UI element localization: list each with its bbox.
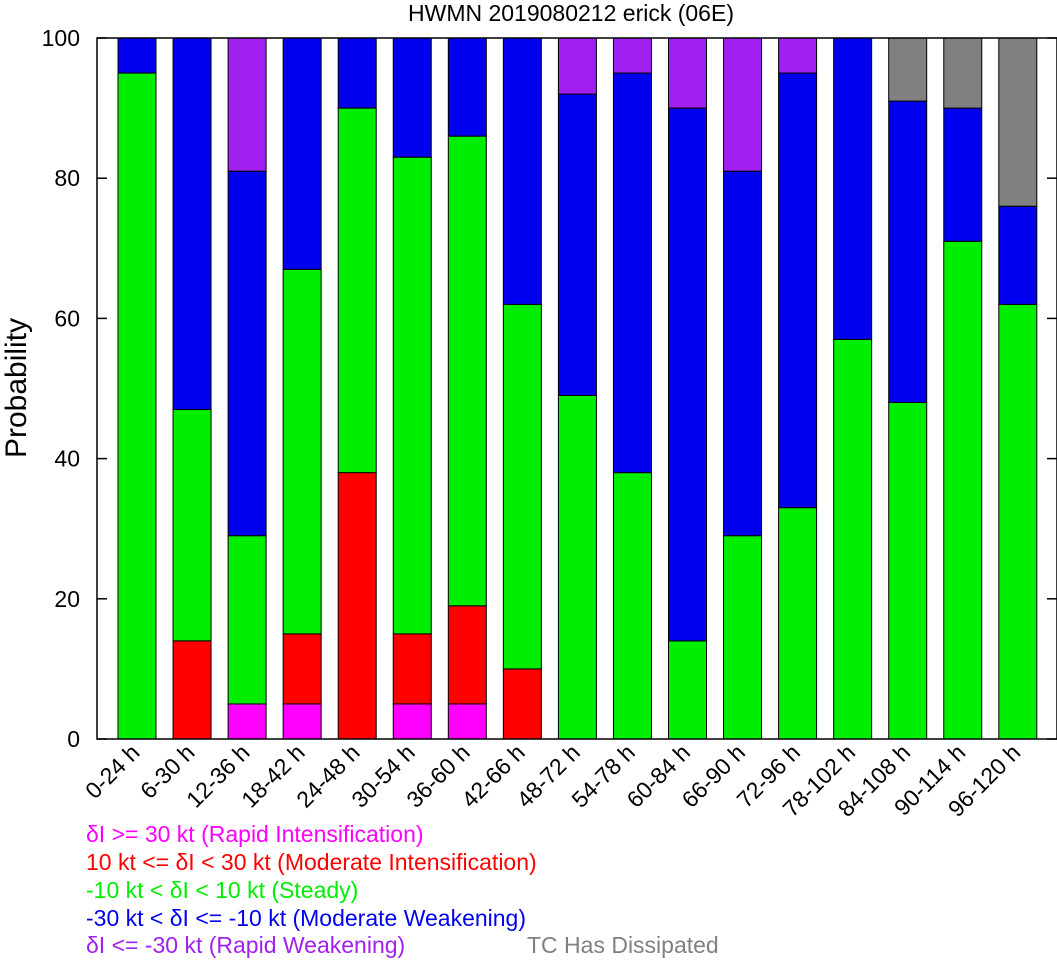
bar-steady-13 — [833, 338, 873, 740]
bar-steady-6 — [447, 135, 487, 607]
chart-title: HWMN 2019080212 erick (06E) — [408, 0, 734, 26]
x-axis-ticks: 0-24 h6-30 h12-36 h18-42 h24-48 h30-54 h… — [80, 739, 1025, 822]
bar-steady-10 — [668, 640, 707, 740]
bar-mi-4 — [337, 472, 377, 740]
bar-mw-15 — [943, 107, 983, 242]
y-tick-label-3: 60 — [54, 305, 80, 331]
bar-mw-8 — [557, 93, 597, 397]
bar-mw-16 — [998, 205, 1038, 305]
y-axis-label: Probability — [0, 318, 33, 458]
y-axis-ticks: 0 20 40 60 80 100 — [42, 25, 1057, 752]
bar-mi-7 — [502, 668, 542, 740]
legend-mw: -30 kt < δI <= -10 kt (Moderate Weakenin… — [86, 905, 527, 931]
legend-rw: δI <= -30 kt (Rapid Weakening) — [86, 932, 406, 958]
bar-mw-3 — [282, 37, 322, 270]
bar-steady-2 — [227, 535, 267, 705]
bar-mi-3 — [282, 633, 322, 705]
bar-dissipated-15 — [943, 37, 983, 109]
bar-ri-5 — [392, 703, 432, 740]
legend-mi: 10 kt <= δI < 30 kt (Moderate Intensific… — [86, 849, 537, 875]
bar-mw-0 — [117, 37, 157, 74]
bar-mw-5 — [392, 37, 432, 158]
bar-mw-1 — [172, 37, 212, 411]
y-tick-label-1: 20 — [54, 586, 80, 612]
y-tick-label-5: 100 — [42, 25, 80, 51]
bar-mw-7 — [502, 37, 542, 305]
bar-steady-0 — [117, 72, 157, 740]
bar-mw-6 — [447, 37, 487, 137]
y-tick-label-2: 40 — [54, 446, 80, 472]
bar-steady-16 — [998, 303, 1038, 740]
x-tick-label-0: 0-24 h — [80, 739, 145, 804]
bar-rw-10 — [668, 37, 707, 109]
bar-mw-4 — [337, 37, 377, 109]
bar-steady-3 — [282, 268, 322, 635]
bar-steady-1 — [172, 409, 212, 642]
legend-ri: δI >= 30 kt (Rapid Intensification) — [86, 821, 424, 847]
bar-rw-2 — [227, 37, 267, 172]
bar-mi-6 — [447, 605, 487, 705]
bar-mw-11 — [723, 170, 763, 537]
bar-mi-1 — [172, 640, 212, 740]
bar-steady-15 — [943, 240, 983, 740]
bar-dissipated-14 — [888, 37, 928, 102]
legend-dissipated: TC Has Dissipated — [527, 932, 719, 958]
bar-steady-9 — [612, 472, 652, 740]
bar-mw-9 — [612, 72, 652, 474]
bar-rw-9 — [612, 37, 652, 74]
bar-ri-3 — [282, 703, 322, 740]
bar-steady-12 — [778, 507, 818, 740]
bar-ri-2 — [227, 703, 267, 740]
bar-mw-12 — [778, 72, 818, 509]
bar-steady-5 — [392, 156, 432, 635]
bar-mi-5 — [392, 633, 432, 705]
bar-steady-11 — [723, 535, 763, 740]
bar-rw-8 — [557, 37, 597, 95]
bar-dissipated-16 — [998, 37, 1038, 207]
bar-steady-7 — [502, 303, 542, 670]
bars-group — [117, 37, 1038, 740]
y-tick-label-4: 80 — [54, 165, 80, 191]
plot-frame — [96, 37, 1057, 740]
y-tick-label-0: 0 — [67, 726, 80, 752]
bar-rw-11 — [723, 37, 763, 172]
bar-steady-14 — [888, 402, 928, 740]
bar-steady-8 — [557, 395, 597, 740]
bar-mw-2 — [227, 170, 267, 537]
bar-ri-6 — [447, 703, 487, 740]
bar-mw-10 — [668, 107, 707, 642]
bar-mw-14 — [888, 100, 928, 404]
bar-steady-4 — [337, 107, 377, 474]
bar-mw-13 — [833, 37, 873, 340]
legend-steady: -10 kt < δI < 10 kt (Steady) — [86, 877, 359, 903]
bar-rw-12 — [778, 37, 818, 74]
